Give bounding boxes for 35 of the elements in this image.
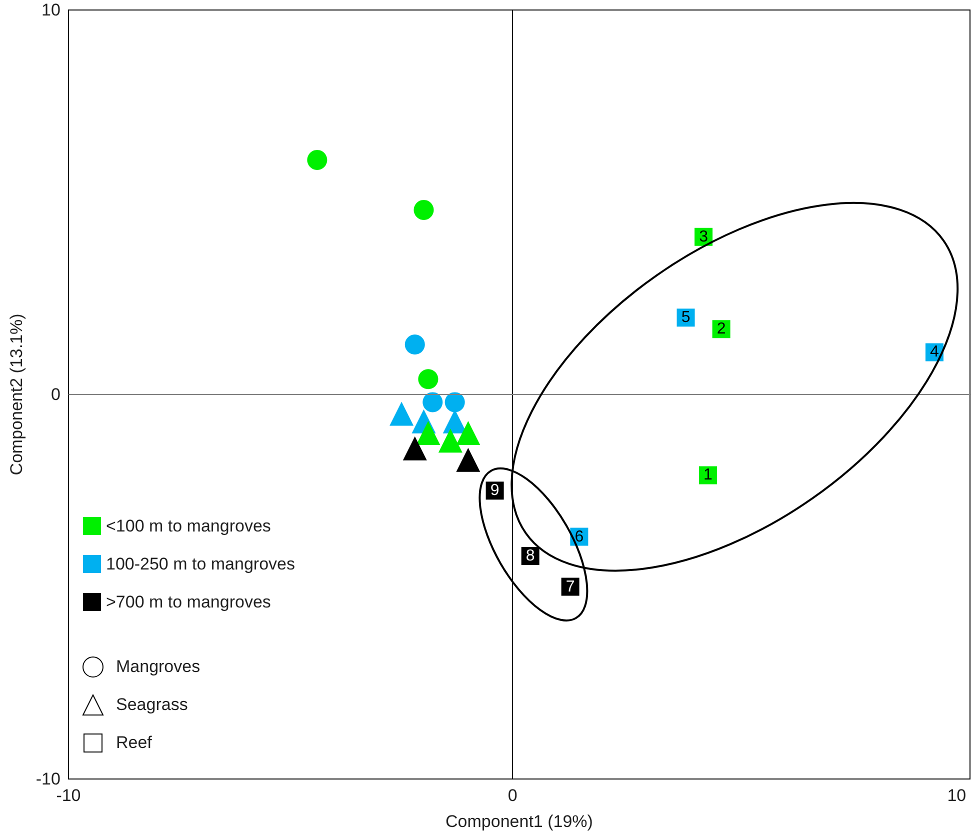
- y-axis-title: Component2 (13.1%): [7, 314, 26, 476]
- point: [438, 428, 462, 453]
- point: [456, 448, 480, 472]
- y-tick-label: 0: [51, 385, 60, 404]
- point: [402, 436, 427, 460]
- x-axis-title: Component1 (19%): [446, 812, 593, 831]
- annotation: Reef: [116, 733, 152, 753]
- point: [422, 392, 443, 412]
- annotation: Mangroves: [116, 657, 200, 677]
- legend-label: >700 m to mangroves: [106, 592, 271, 612]
- point: [307, 150, 328, 170]
- annotation: 8: [526, 547, 535, 564]
- legend-label: 100-250 m to mangroves: [106, 554, 295, 574]
- y-tick-label: 10: [42, 0, 60, 20]
- annotation: 5: [681, 309, 690, 326]
- annotation: Seagrass: [116, 695, 188, 715]
- point: [444, 392, 465, 412]
- point: [418, 369, 438, 390]
- legend-label: <100 m to mangroves: [106, 516, 271, 536]
- annotation: 9: [490, 482, 500, 500]
- annotation: 4: [930, 344, 940, 361]
- annotation: 3: [699, 228, 708, 246]
- annotation: 2: [716, 320, 726, 338]
- point: [456, 420, 480, 445]
- x-tick-label: 10: [947, 786, 966, 805]
- x-tick-label: -10: [56, 786, 81, 805]
- annotation: 7: [566, 578, 575, 596]
- y-tick-label: -10: [36, 770, 60, 788]
- point: [390, 402, 414, 426]
- annotation: 6: [574, 528, 584, 546]
- annotation: 1: [704, 466, 713, 484]
- x-tick-label: 0: [508, 786, 518, 805]
- point: [414, 200, 434, 220]
- point: [416, 420, 440, 445]
- point: [404, 334, 425, 355]
